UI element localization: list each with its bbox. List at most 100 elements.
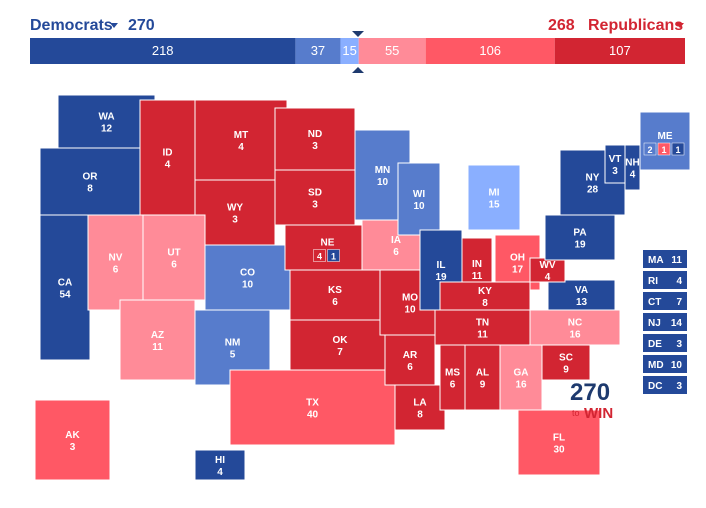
small-state-votes: 3	[676, 381, 682, 392]
small-state-votes: 7	[676, 297, 682, 308]
state[interactable]	[39, 147, 141, 216]
rep-label[interactable]: Republicans	[588, 17, 683, 34]
state-votes: 6	[113, 265, 119, 276]
state-abbr: TX	[306, 398, 319, 409]
state-abbr: NE	[321, 238, 335, 249]
state-abbr: KS	[328, 285, 342, 296]
state[interactable]	[529, 309, 621, 346]
small-state-abbr: DE	[648, 339, 662, 350]
small-state-box[interactable]	[643, 292, 687, 310]
state-abbr: AZ	[151, 330, 164, 341]
district-box	[643, 142, 657, 156]
state-abbr: GA	[514, 368, 529, 379]
small-state-box[interactable]	[643, 376, 687, 394]
state-abbr: WI	[413, 189, 425, 200]
state[interactable]	[139, 99, 196, 216]
state[interactable]	[194, 179, 276, 246]
state-abbr: SC	[559, 353, 573, 364]
dem-caret[interactable]	[110, 23, 118, 28]
state[interactable]	[517, 409, 601, 476]
state-abbr: CO	[240, 268, 255, 279]
small-state-abbr: CT	[648, 297, 661, 308]
state-abbr: CA	[58, 278, 72, 289]
state-votes: 10	[242, 280, 254, 291]
state[interactable]	[39, 214, 91, 361]
state[interactable]	[194, 99, 288, 181]
state-abbr: AK	[65, 430, 80, 441]
state-votes: 10	[377, 177, 389, 188]
state-abbr: ID	[163, 148, 173, 159]
small-state-box[interactable]	[643, 271, 687, 289]
state-votes: 30	[553, 445, 565, 456]
state[interactable]	[194, 449, 246, 481]
state-abbr: NH	[625, 158, 639, 169]
state-abbr: LA	[413, 398, 426, 409]
state-abbr: IL	[437, 260, 446, 271]
state-abbr: NC	[568, 318, 582, 329]
midpoint-marker	[352, 67, 364, 73]
state[interactable]	[541, 344, 591, 381]
bar-label: 15	[342, 43, 356, 58]
rep-caret[interactable]	[676, 23, 684, 28]
district-box	[327, 249, 340, 262]
state-votes: 3	[612, 166, 618, 177]
state-votes: 6	[393, 247, 399, 258]
small-state-box[interactable]	[643, 334, 687, 352]
small-state-abbr: MA	[648, 255, 664, 266]
state-abbr: FL	[553, 433, 565, 444]
state[interactable]	[142, 214, 206, 301]
dem-label[interactable]: Democrats	[30, 17, 113, 34]
small-state-box[interactable]	[643, 355, 687, 373]
state-abbr: WA	[98, 112, 114, 123]
state-votes: 5	[230, 350, 236, 361]
bar-segment	[30, 38, 296, 64]
state-votes: 17	[512, 265, 524, 276]
state-votes: 6	[450, 380, 456, 391]
state-votes: 3	[70, 442, 76, 453]
state[interactable]	[547, 279, 616, 311]
state[interactable]	[229, 369, 396, 446]
state[interactable]	[119, 299, 196, 381]
logo-number: 270	[570, 379, 610, 406]
state-votes: 10	[404, 305, 416, 316]
state[interactable]	[284, 224, 371, 271]
state[interactable]	[289, 319, 391, 371]
small-state-votes: 10	[671, 360, 683, 371]
state[interactable]	[289, 269, 381, 321]
state[interactable]	[397, 162, 441, 236]
state-abbr: MO	[402, 293, 418, 304]
state-abbr: WY	[227, 203, 243, 214]
dem-total: 270	[128, 17, 155, 34]
state-abbr: OK	[333, 335, 349, 346]
district-votes: 1	[675, 145, 680, 155]
small-state-box[interactable]	[643, 250, 687, 268]
state-votes: 11	[472, 271, 483, 282]
district-box	[313, 249, 326, 262]
state-abbr: IN	[472, 259, 482, 270]
small-state-box[interactable]	[643, 313, 687, 331]
state-votes: 6	[171, 260, 177, 271]
state-votes: 16	[569, 330, 581, 341]
state-abbr: VT	[609, 154, 622, 165]
bar-segment	[425, 38, 555, 64]
state[interactable]	[34, 399, 111, 481]
bar-segment	[340, 38, 359, 64]
state[interactable]	[639, 111, 691, 171]
small-state-abbr: NJ	[648, 318, 661, 329]
state-abbr: TN	[476, 318, 489, 329]
district-votes: 1	[661, 145, 666, 155]
bar-label: 55	[385, 43, 399, 58]
state-votes: 4	[238, 142, 244, 153]
state-votes: 9	[480, 380, 486, 391]
state[interactable]	[87, 214, 144, 311]
state[interactable]	[274, 107, 356, 171]
state[interactable]	[204, 244, 291, 311]
district-votes: 4	[317, 252, 322, 262]
state[interactable]	[439, 344, 466, 411]
small-state-votes: 11	[671, 255, 682, 266]
state[interactable]	[544, 214, 616, 261]
state[interactable]	[274, 169, 356, 226]
state[interactable]	[384, 334, 436, 386]
state[interactable]	[467, 164, 521, 231]
bar-label: 37	[311, 43, 325, 58]
